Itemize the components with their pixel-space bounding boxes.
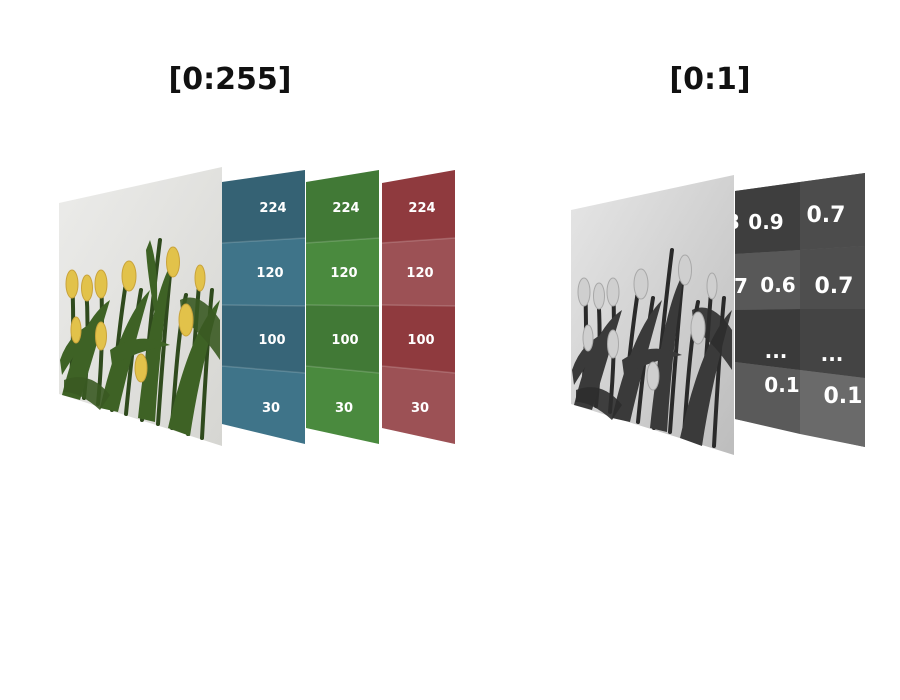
blue-value-1: 120 (256, 266, 283, 281)
green-value-1: 120 (330, 266, 357, 281)
gray-value-1-2: 0.7 (815, 274, 854, 299)
green-value-3: 30 (335, 401, 353, 416)
gray-value-2-1: ... (765, 339, 788, 363)
gray-value-0-2: 0.7 (807, 203, 846, 228)
red-channel-plane: 224 120 100 30 (381, 170, 456, 444)
red-value-3: 30 (411, 401, 429, 416)
gray-value-3-1: 0.1 (764, 373, 799, 397)
blue-channel-plane: 224 120 100 30 (221, 170, 306, 444)
red-value-2: 100 (407, 333, 434, 348)
green-value-2: 100 (331, 333, 358, 348)
blue-value-0: 224 (259, 201, 286, 216)
left-title: [0:255] (168, 62, 292, 97)
gray-value-0-1: 0.9 (748, 210, 783, 234)
color-tulip-photo (59, 167, 222, 446)
red-value-0: 224 (408, 201, 435, 216)
gray-value-1-0: 7 (734, 274, 748, 298)
normalized-value-plane: 3 0.9 0.7 7 0.6 0.7 ... ... 0.1 0.1 (726, 173, 865, 447)
red-value-1: 120 (406, 266, 433, 281)
blue-value-3: 30 (262, 401, 280, 416)
green-value-0: 224 (332, 201, 359, 216)
blue-value-2: 100 (258, 333, 285, 348)
gray-value-3-2: 0.1 (824, 384, 863, 409)
right-title: [0:1] (669, 62, 751, 97)
grayscale-tulip-photo (571, 175, 734, 455)
green-channel-plane: 224 120 100 30 (305, 170, 380, 444)
gray-value-2-2: ... (821, 342, 844, 366)
gray-value-1-1: 0.6 (760, 273, 795, 297)
